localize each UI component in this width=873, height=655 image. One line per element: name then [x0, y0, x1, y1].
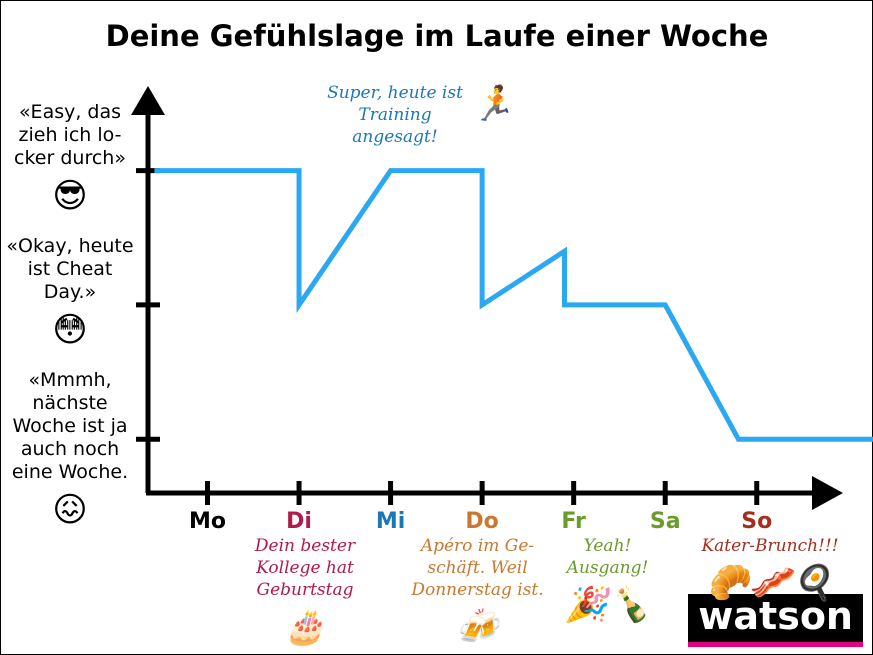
annotation-icon: 🍻: [456, 607, 499, 647]
annotation: Super, heute ist Training angesagt! 🏃: [320, 82, 514, 148]
x-tick-label: Mi: [376, 509, 405, 534]
annotation-icon: 🎂: [283, 607, 327, 647]
annotation-icon: 🏃: [472, 84, 515, 124]
y-tick-icon: 😎: [52, 175, 88, 216]
y-tick-text: «Okay, heute ist Cheat Day.»: [6, 234, 134, 303]
annotation-text: Apéro im Ge-schäft. Weil Donnerstag ist.: [411, 536, 544, 600]
y-tick-icon: 😳: [52, 309, 88, 350]
annotation-icon: 🎉🍾: [565, 585, 650, 625]
x-arrow: [812, 476, 843, 510]
chart-title: Deine Gefühlslage im Laufe einer Woche: [106, 19, 769, 53]
x-tick-label: Fr: [561, 509, 586, 534]
x-tick-label: Mo: [189, 509, 226, 534]
annotation-text: Dein bester Kollege hat Geburtstag: [254, 536, 356, 600]
annotation: Kater-Brunch!!! 🥐🥓🍳: [680, 535, 860, 605]
x-tick-label: Di: [286, 509, 312, 534]
annotation-icon: 🥐🥓🍳: [706, 563, 834, 603]
annotation-text: Yeah! Ausgang!: [566, 536, 649, 578]
x-tick-label: So: [741, 509, 772, 534]
line: [154, 168, 873, 442]
x-tick-label: Sa: [650, 509, 681, 534]
y-tick-label: «Mmmh, nächste Woche ist ja auch noch ei…: [2, 369, 138, 532]
x-tick-label: Do: [465, 509, 498, 534]
annotation: Dein bester Kollege hat Geburtstag 🎂: [240, 535, 370, 649]
annotation-text: Super, heute ist Training angesagt!: [327, 83, 463, 147]
annotation: Yeah! Ausgang! 🎉🍾: [555, 535, 660, 627]
annotation-text: Kater-Brunch!!!: [701, 536, 839, 556]
y-tick-icon: 😖: [52, 490, 88, 531]
logo: watson: [688, 594, 863, 647]
annotation: Apéro im Ge-schäft. Weil Donnerstag ist.…: [395, 535, 560, 649]
y-tick-text: «Easy, das zieh ich lo-cker durch»: [14, 100, 126, 169]
y-tick-label: «Okay, heute ist Cheat Day.» 😳: [2, 235, 138, 352]
y-tick-text: «Mmmh, nächste Woche ist ja auch noch ei…: [11, 369, 129, 484]
y-tick-label: «Easy, das zieh ich lo-cker durch» 😎: [2, 101, 138, 218]
y-arrow: [131, 86, 165, 115]
